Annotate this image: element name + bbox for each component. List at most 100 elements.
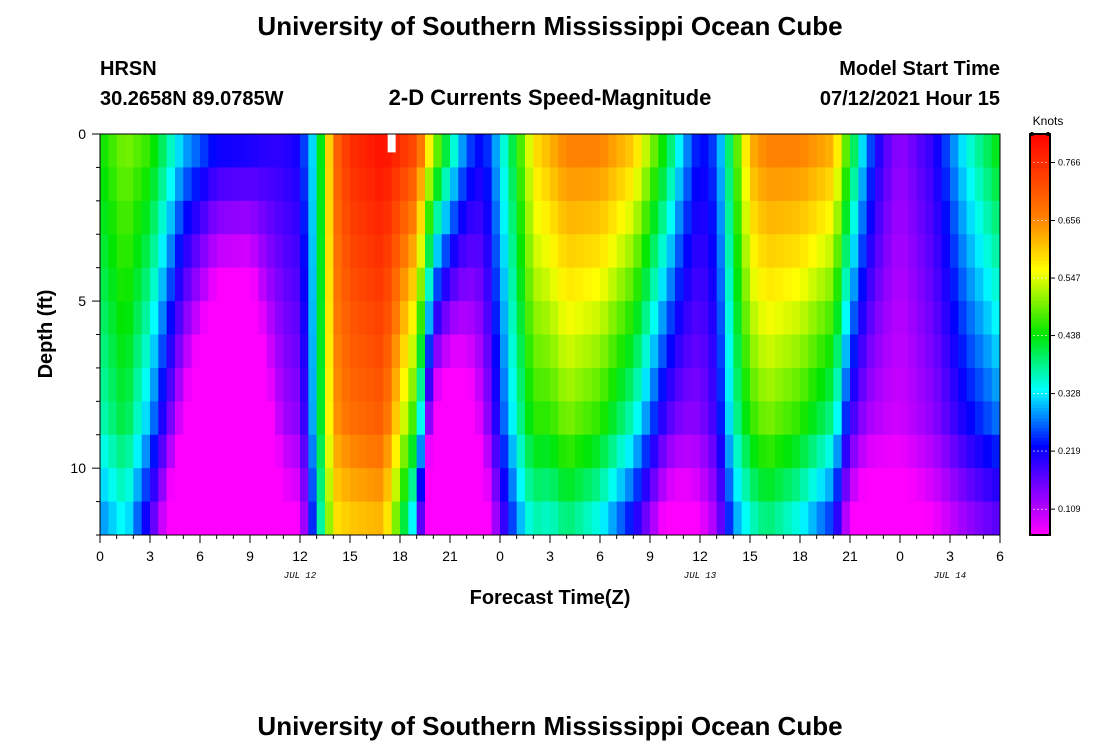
heatmap-cell (941, 401, 951, 436)
heatmap-cell (933, 267, 943, 302)
heatmap-cell (175, 434, 184, 469)
heatmap-cell (758, 234, 768, 269)
heatmap-cell (875, 301, 884, 335)
heatmap-cell (608, 200, 618, 235)
heatmap-cell (925, 468, 934, 502)
heatmap-cell (366, 134, 376, 168)
heatmap-cell (316, 134, 326, 168)
heatmap-cell (891, 234, 901, 269)
colorbar-segment (1030, 448, 1050, 452)
heatmap-cell (166, 267, 176, 302)
heatmap-cell (775, 301, 784, 335)
heatmap-cell (133, 200, 143, 235)
heatmap-cell (275, 334, 284, 369)
heatmap-cell (941, 167, 951, 202)
heatmap-cell (325, 468, 334, 502)
heatmap-cell (858, 267, 868, 302)
y-tick-label: 5 (78, 293, 86, 309)
heatmap-cell (966, 501, 976, 536)
heatmap-cell (441, 134, 451, 168)
heatmap-cell (300, 468, 309, 502)
colorbar-segment (1030, 297, 1050, 302)
heatmap-cell (425, 301, 434, 335)
heatmap-cell (883, 501, 893, 536)
heatmap-cell (900, 301, 909, 335)
heatmap-cell (125, 434, 134, 469)
heatmap-cell (225, 267, 234, 302)
colorbar-segment (1030, 464, 1050, 469)
heatmap-cell (325, 501, 334, 536)
heatmap-cell (891, 468, 901, 502)
heatmap-cell (866, 167, 876, 202)
heatmap-cell (608, 401, 618, 436)
x-tick-label: 3 (946, 548, 954, 564)
heatmap-cell (866, 267, 876, 302)
x-tick-label: 3 (546, 548, 554, 564)
heatmap-cell (550, 134, 559, 168)
heatmap-cell (191, 401, 201, 436)
heatmap-cell (941, 434, 951, 469)
heatmap-cell (966, 134, 976, 168)
heatmap-cell (525, 301, 534, 335)
x-tick-label: 9 (646, 548, 654, 564)
heatmap-cell (983, 167, 993, 202)
heatmap-cell (883, 401, 893, 436)
heatmap-cell (358, 434, 368, 469)
heatmap-cell (558, 301, 568, 335)
heatmap-cell (291, 367, 301, 402)
heatmap-cell (866, 301, 876, 335)
heatmap-cell (683, 267, 693, 302)
heatmap-cell (808, 367, 818, 402)
heatmap-cell (300, 234, 309, 269)
heatmap-cell (241, 367, 251, 402)
heatmap-cell (950, 167, 959, 202)
heatmap-cell (466, 434, 476, 469)
heatmap-cell (675, 200, 684, 235)
heatmap-cell (233, 401, 243, 436)
heatmap-cell (600, 401, 609, 436)
heatmap-cell (766, 167, 776, 202)
heatmap-cell (191, 301, 201, 335)
heatmap-cell (250, 267, 259, 302)
heatmap-cell (658, 334, 668, 369)
heatmap-cell (233, 167, 243, 202)
heatmap-cell (525, 200, 534, 235)
heatmap-cell (475, 501, 484, 536)
heatmap-cell (225, 468, 234, 502)
colorbar-segment (1030, 408, 1050, 412)
heatmap-cell (191, 200, 201, 235)
colorbar-segment (1030, 431, 1050, 436)
heatmap-cell (166, 434, 176, 469)
heatmap-cell (958, 200, 968, 235)
heatmap-cell (758, 367, 768, 402)
colorbar-segment (1030, 254, 1050, 259)
heatmap-cell (466, 200, 476, 235)
heatmap-cell (908, 401, 918, 436)
heatmap-cell (575, 267, 584, 302)
heatmap-cell (200, 334, 209, 369)
heatmap-cell (483, 200, 493, 235)
heatmap-cell (716, 234, 726, 269)
heatmap-cell (183, 234, 193, 269)
heatmap-cell (858, 200, 868, 235)
heatmap-cell (766, 367, 776, 402)
heatmap-cell (375, 267, 384, 302)
heatmap-cell (283, 468, 293, 502)
heatmap-cell (350, 200, 359, 235)
heatmap-cell (650, 434, 659, 469)
heatmap-cell (858, 334, 868, 369)
heatmap-cell (725, 434, 734, 469)
heatmap-cell (241, 200, 251, 235)
heatmap-cell (866, 334, 876, 369)
heatmap-cell (708, 134, 718, 168)
heatmap-cell (683, 134, 693, 168)
heatmap-cell (491, 267, 501, 302)
heatmap-cell (200, 468, 209, 502)
heatmap-cell (833, 334, 843, 369)
heatmap-cell (925, 234, 934, 269)
heatmap-cell (558, 267, 568, 302)
heatmap-cell (950, 200, 959, 235)
heatmap-cell (158, 267, 168, 302)
heatmap-cell (841, 267, 851, 302)
heatmap-cell (933, 134, 943, 168)
